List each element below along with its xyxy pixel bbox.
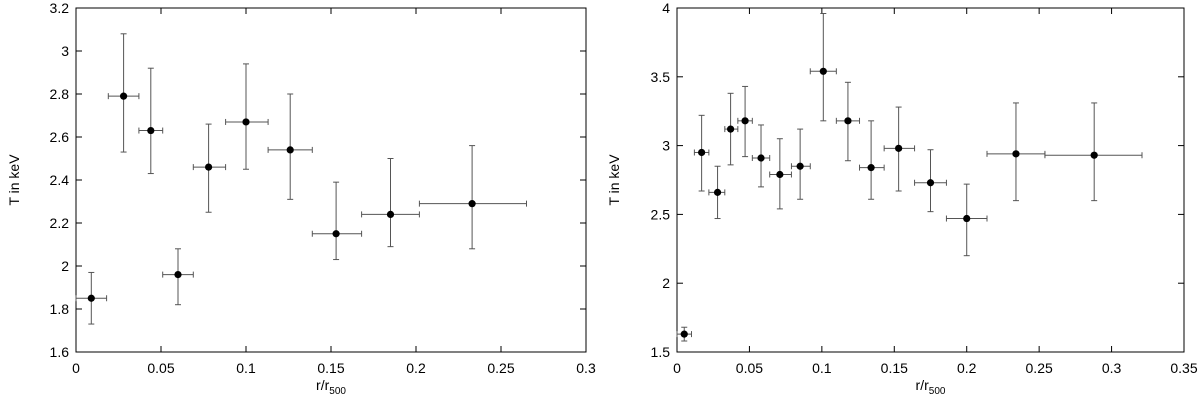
data-point [859,120,885,200]
y-tick-label: 2.8 [50,86,70,102]
y-tick-label: 2.4 [50,172,70,188]
point-marker [757,154,765,162]
x-tick-label: 0.1 [812,360,832,376]
x-axis-title-sub: 500 [329,386,346,397]
y-tick-label: 2.2 [50,215,70,231]
data-point [790,128,811,200]
data-point [138,67,164,175]
point-marker [286,146,294,154]
y-axis-title: T in keV [606,154,622,206]
point-marker [147,126,155,135]
x-tick-label: 0.2 [406,360,426,376]
tick-group: 0 0.05 0.1 0.15 0.2 0.25 0.3 1.6 1.8 2 2.2 2.4 2.6 2.… [50,0,596,376]
y-tick-label: 2.6 [50,129,70,145]
data-point [769,138,792,210]
y-tick-label: 4 [662,0,670,16]
plot-frame [676,7,1185,353]
data-point [75,271,108,325]
x-tick-label: 0.15 [317,360,344,376]
point-marker [796,162,804,170]
point-marker [1090,151,1098,159]
data-point [107,33,140,153]
point-marker [926,179,935,187]
data-point [225,63,269,170]
point-marker [844,117,852,125]
point-marker [776,170,784,179]
data-point [676,326,692,342]
point-marker [819,67,827,75]
y-tick-label: 1.5 [651,344,671,360]
data-point [693,114,710,192]
point-marker [468,200,476,208]
x-tick-label: 0.3 [1102,360,1122,376]
y-tick-label: 3.5 [651,69,671,85]
plot-frame [75,7,587,353]
data-point [311,181,363,261]
data-point [883,106,916,192]
chart-left: 0 0.05 0.1 0.15 0.2 0.25 0.3 1.6 1.8 2 2.2 2.4 2.6 2.… [6,0,596,397]
tick-group: 0 0.05 0.1 0.15 0.2 0.25 0.3 0.35 1.5 2 2.5 3 3.5 4 [651,0,1198,376]
y-tick-label: 2.5 [651,206,671,222]
point-marker [698,148,706,157]
data-point [267,93,313,200]
x-tick-label: 0.05 [147,360,174,376]
x-tick-label: 0 [72,360,80,376]
mark-group [75,33,527,325]
point-marker [1012,150,1020,158]
point-marker [680,330,688,338]
data-point [1044,102,1143,202]
x-axis-title-sub: 500 [929,386,946,397]
point-marker [242,118,250,126]
x-tick-label: 0.35 [1170,360,1197,376]
point-marker [726,125,735,133]
y-tick-label: 3.2 [50,0,70,16]
x-tick-label: 0.1 [236,360,256,376]
point-marker [963,214,971,223]
data-point [418,145,527,250]
x-tick-label: 0.3 [576,360,596,376]
point-marker [120,92,128,100]
x-tick-label: 0.25 [1026,360,1053,376]
mark-group [676,13,1143,342]
y-axis-title: T in keV [6,154,22,206]
y-tick-label: 2 [662,275,670,291]
point-marker [386,210,395,218]
data-point [945,183,988,257]
y-tick-label: 1.8 [50,301,70,317]
data-point [192,123,227,213]
data-point [724,92,739,166]
data-point [986,102,1046,202]
x-axis-title: r/r500 [916,377,946,397]
x-tick-label: 0 [673,360,681,376]
point-marker [741,117,749,125]
point-marker [332,230,340,238]
data-point [361,158,420,248]
point-marker [895,144,903,152]
data-point [751,124,771,188]
point-marker [87,294,95,302]
x-axis-title: r/r500 [316,377,346,397]
point-marker [867,164,875,172]
x-tick-label: 0.05 [736,360,763,376]
point-marker [174,271,182,279]
chart-right: 0 0.05 0.1 0.15 0.2 0.25 0.3 0.35 1.5 2 2.5 3 3.5 4 T… [606,0,1198,397]
x-axis-title-main: r/r [316,377,330,393]
data-point [737,85,753,158]
x-tick-label: 0.15 [881,360,908,376]
data-point [708,165,726,220]
y-tick-label: 2 [61,258,69,274]
y-tick-label: 1.6 [50,344,70,360]
x-tick-label: 0.25 [487,360,514,376]
y-tick-label: 3 [61,43,69,59]
data-point [809,13,837,122]
x-tick-label: 0.2 [957,360,977,376]
x-axis-title-main: r/r [916,377,930,393]
data-point [914,149,947,213]
data-point [835,81,861,162]
data-point [162,248,194,306]
point-marker [713,188,722,196]
point-marker [205,163,213,171]
y-tick-label: 3 [662,138,670,154]
